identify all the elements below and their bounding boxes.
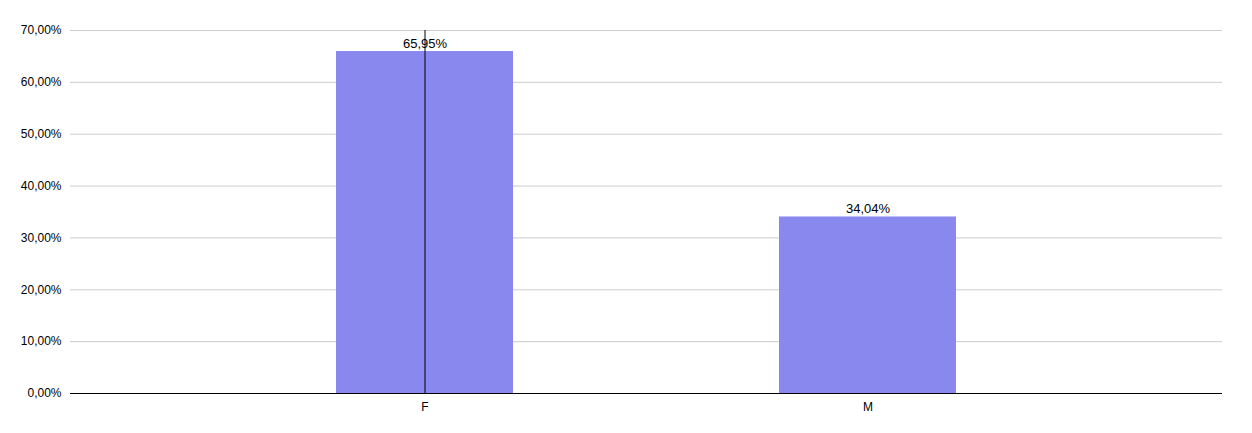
svg-text:70,00%: 70,00% [21,23,62,37]
svg-text:20,00%: 20,00% [21,283,62,297]
svg-text:0,00%: 0,00% [27,386,61,400]
svg-text:30,00%: 30,00% [21,231,62,245]
svg-text:40,00%: 40,00% [21,179,62,193]
svg-text:65,95%: 65,95% [403,36,448,51]
svg-text:M: M [863,400,873,414]
svg-text:10,00%: 10,00% [21,334,62,348]
svg-text:60,00%: 60,00% [21,75,62,89]
svg-text:34,04%: 34,04% [846,201,891,216]
svg-text:F: F [421,400,428,414]
svg-text:50,00%: 50,00% [21,127,62,141]
